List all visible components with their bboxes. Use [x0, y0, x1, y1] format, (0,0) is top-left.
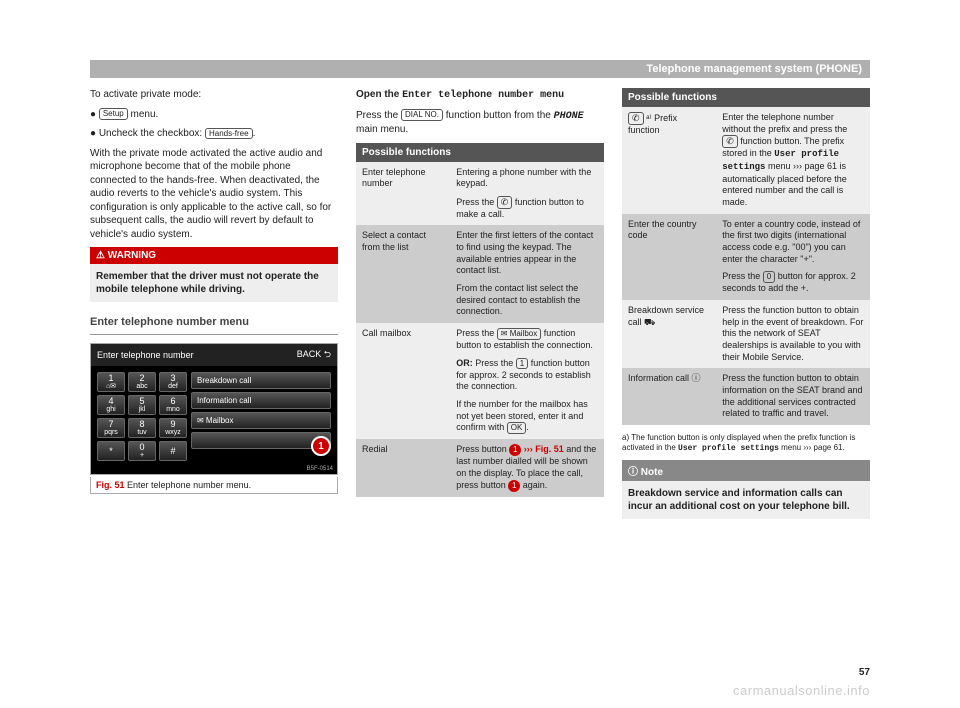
- row-desc: To enter a country code, instead of the …: [716, 214, 870, 300]
- table-row: Call mailbox Press the ✉ Mailbox functio…: [356, 323, 604, 439]
- page: Telephone management system (PHONE) To a…: [0, 0, 960, 708]
- phone-icon: ✆: [497, 196, 513, 209]
- key-1: 1⌂✉: [97, 372, 125, 392]
- row-label: Call mailbox: [356, 323, 450, 439]
- sbtn-phone: ✆: [191, 432, 331, 449]
- figure-back: BACK ⮌: [297, 347, 331, 363]
- key-star: *: [97, 441, 125, 461]
- row-label: Information call ⓘ: [622, 368, 716, 425]
- key-7: 7pqrs: [97, 418, 125, 438]
- row-desc: Press the function button to obtain info…: [716, 368, 870, 425]
- c2-open: Open the Enter telephone number menu: [356, 88, 604, 103]
- section-title: Enter telephone number menu: [90, 316, 338, 328]
- row-desc: Press button 1 ››› Fig. 51 and the last …: [450, 439, 604, 496]
- ok-box: OK: [507, 422, 527, 434]
- key-9: 9wxyz: [159, 418, 187, 438]
- header-title: Telephone management system (PHONE): [646, 63, 862, 75]
- table-row: Enter telephone number Entering a phone …: [356, 162, 604, 226]
- phone-icon: ✆: [722, 135, 738, 148]
- key-hash: #: [159, 441, 187, 461]
- figure-title: Enter telephone number: [97, 350, 194, 360]
- table-row: Enter the country code To enter a countr…: [622, 214, 870, 300]
- warning-box: ⚠ WARNING Remember that the driver must …: [90, 247, 338, 302]
- c1-bullet2: ● Uncheck the checkbox: Hands-free.: [90, 127, 338, 141]
- col-2: Open the Enter telephone number menu Pre…: [356, 88, 604, 519]
- section-rule: [90, 334, 338, 335]
- key-3: 3def: [159, 372, 187, 392]
- header-bar: Telephone management system (PHONE): [90, 60, 870, 78]
- setup-button-label: Setup: [99, 108, 128, 120]
- row-desc: Press the ✉ Mailbox function button to e…: [450, 323, 604, 439]
- c1-p2: With the private mode activated the acti…: [90, 147, 338, 242]
- note-box: ⓘ Note Breakdown service and information…: [622, 460, 870, 519]
- col-3: Possible functions ✆ ᵃ⁾ Prefix function …: [622, 88, 870, 519]
- sbtn-info: Information call: [191, 392, 331, 409]
- key-2: 2abc: [128, 372, 156, 392]
- table-row: Redial Press button 1 ››› Fig. 51 and th…: [356, 439, 604, 496]
- handsfree-button-label: Hands-free: [205, 128, 253, 140]
- sbtn-mailbox: ✉ Mailbox: [191, 412, 331, 429]
- table-row: ✆ ᵃ⁾ Prefix function Enter the telephone…: [622, 107, 870, 214]
- figure-caption-text: Enter telephone number menu.: [127, 480, 251, 490]
- columns: To activate private mode: ● Setup menu. …: [90, 88, 870, 519]
- footnote-a: a) The function button is only displayed…: [622, 433, 870, 454]
- callout-1: 1: [311, 436, 331, 456]
- warning-body: Remember that the driver must not operat…: [90, 264, 338, 302]
- table-row: Select a contact from the list Enter the…: [356, 225, 604, 323]
- row-label: Breakdown service call ⛟: [622, 300, 716, 368]
- col-1: To activate private mode: ● Setup menu. …: [90, 88, 338, 519]
- key0-box: 0: [763, 271, 775, 283]
- row-desc: Enter the telephone number without the p…: [716, 107, 870, 214]
- table-row: Information call ⓘ Press the function bu…: [622, 368, 870, 425]
- row-label: Redial: [356, 439, 450, 496]
- callout-1-icon: 1: [509, 444, 521, 456]
- keypad-area: 1⌂✉ 2abc 3def 4ghi 5jkl 6mno 7pqrs 8tuv …: [91, 366, 337, 467]
- table-row: Breakdown service call ⛟ Press the funct…: [622, 300, 870, 368]
- sbtn-breakdown: Breakdown call: [191, 372, 331, 389]
- row-label: Enter the country code: [622, 214, 716, 300]
- note-head: ⓘ Note: [622, 460, 870, 481]
- warning-head: ⚠ WARNING: [90, 247, 338, 264]
- figure-top-bar: Enter telephone number BACK ⮌: [91, 344, 337, 366]
- row-desc: Press the function button to obtain help…: [716, 300, 870, 368]
- figure-caption: Fig. 51 Enter telephone number menu.: [90, 477, 338, 494]
- keypad-grid: 1⌂✉ 2abc 3def 4ghi 5jkl 6mno 7pqrs 8tuv …: [97, 372, 187, 461]
- c1-p1: To activate private mode:: [90, 88, 338, 102]
- c2-press: Press the DIAL NO. function button from …: [356, 109, 604, 137]
- c1-bullet1: ● Setup menu.: [90, 108, 338, 122]
- key-6: 6mno: [159, 395, 187, 415]
- watermark: carmanualsonline.info: [733, 683, 870, 698]
- figure-51: Enter telephone number BACK ⮌ 1⌂✉ 2abc 3…: [90, 343, 338, 475]
- note-body: Breakdown service and information calls …: [622, 481, 870, 519]
- functions-table-1: Possible functions Enter telephone numbe…: [356, 143, 604, 497]
- figure-number: Fig. 51: [96, 480, 125, 490]
- dialno-button-label: DIAL NO.: [401, 109, 443, 121]
- side-buttons: Breakdown call Information call ✉ Mailbo…: [191, 372, 331, 461]
- functions-table-2: Possible functions ✆ ᵃ⁾ Prefix function …: [622, 88, 870, 425]
- row-label: Select a contact from the list: [356, 225, 450, 323]
- key-4: 4ghi: [97, 395, 125, 415]
- row-label: Enter telephone number: [356, 162, 450, 226]
- phone-prefix-icon: ✆: [628, 112, 644, 125]
- mailbox-button-label: ✉ Mailbox: [497, 328, 542, 340]
- key-8: 8tuv: [128, 418, 156, 438]
- tbl1-header: Possible functions: [356, 143, 604, 162]
- key1-box: 1: [516, 358, 528, 370]
- row-label: ✆ ᵃ⁾ Prefix function: [622, 107, 716, 214]
- page-number: 57: [859, 667, 870, 678]
- row-desc: Entering a phone number with the keypad.…: [450, 162, 604, 226]
- fig-code: B5F-0514: [307, 466, 333, 472]
- key-5: 5jkl: [128, 395, 156, 415]
- callout-1-icon: 1: [508, 480, 520, 492]
- row-desc: Enter the first letters of the contact t…: [450, 225, 604, 323]
- tbl2-header: Possible functions: [622, 88, 870, 107]
- key-0: 0+: [128, 441, 156, 461]
